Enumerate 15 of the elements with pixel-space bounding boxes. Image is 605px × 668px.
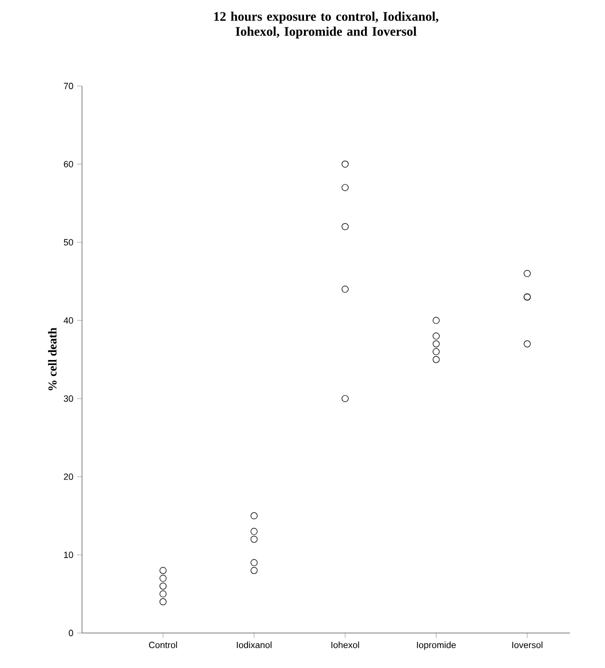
y-tick-label: 0: [68, 630, 74, 636]
chart-title: 12 hours exposure to control, Iodixanol, Iohexol, Iopromide and Ioversol: [214, 12, 438, 38]
y-tick-label: 10: [64, 552, 74, 558]
y-tick-label: 40: [64, 317, 74, 324]
x-tick-label: Iohexol: [331, 642, 360, 648]
y-tick-label: 70: [64, 82, 74, 90]
x-tick-label: Iopromide: [416, 642, 456, 650]
y-tick-label: 60: [64, 160, 74, 168]
x-tick-label: Control: [148, 642, 177, 648]
x-tick-label: Ioversol: [512, 642, 542, 648]
x-tick-label: Iodixanol: [236, 642, 272, 648]
y-tick-label: 50: [64, 239, 74, 246]
y-tick-label: 20: [64, 474, 74, 480]
y-tick-label: 30: [64, 395, 74, 402]
y-axis-title: % cell death: [48, 328, 57, 390]
